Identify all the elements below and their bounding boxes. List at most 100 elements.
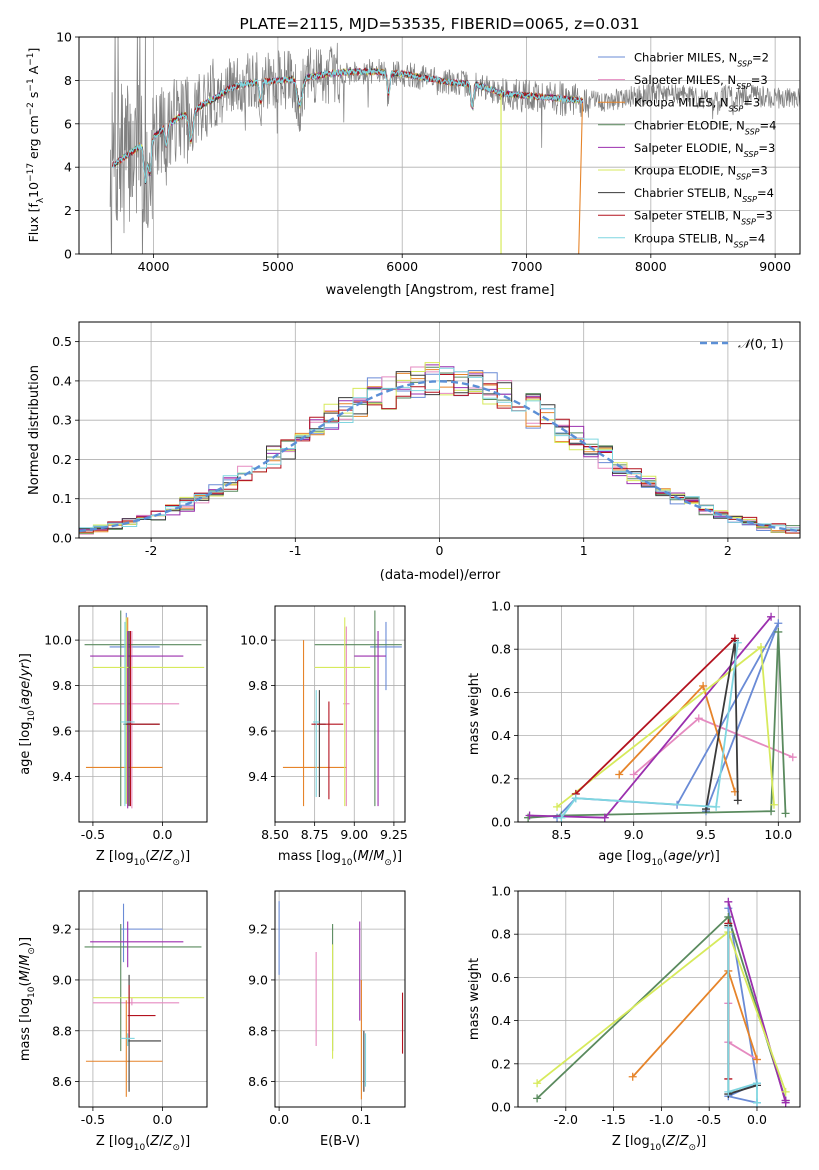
weight-marker [781,1087,790,1096]
axes-frame [274,890,406,1108]
weight-marker [553,802,562,811]
x-tick-label: -1 [289,543,301,558]
weight-marker [629,770,638,779]
axes-frame [78,605,208,823]
y-tick-label: 1.0 [491,884,511,899]
axes-frame [274,605,406,823]
y-tick-label: 9.6 [248,724,268,739]
weight-marker [774,627,783,636]
axis-label: (data-model)/error [380,568,501,583]
weight-marker [756,643,765,652]
normal-curve [79,380,800,533]
x-tick-label: 8.75 [301,827,329,842]
gridlines [518,890,800,1108]
legend-entry: Kroupa ELODIE, NSSP=3 [634,164,768,182]
weight-line-chabrier-elodie [528,631,787,819]
x-tick-label: 8.5 [551,827,571,842]
y-tick-label: 0.4 [52,373,72,388]
axes-frame [517,890,801,1108]
x-tick-label: 2 [724,543,732,558]
y-tick-label: 8.6 [52,1074,72,1089]
plot-area [533,897,790,1107]
y-tick-label: 8 [64,73,72,88]
x-tick-label: -0.5 [81,827,105,842]
axes-weight-vs-age: 8.5 9.0 9.5 10.0 0.0 0.2 0.4 0.6 0.8 1.0 age [log1… [467,599,801,868]
weight-marker [752,1055,761,1064]
legend-entry: Chabrier STELIB, NSSP=4 [634,186,774,204]
plot-area [282,610,402,807]
y-tick-label: 8.8 [52,1023,72,1038]
x-tick-label: 9.00 [340,827,368,842]
weight-marker [724,1087,733,1096]
y-tick-label: 0.6 [491,970,511,985]
y-tick-label: 9.0 [52,972,72,987]
axes-frame [78,890,208,1108]
data-spectrum-line [109,37,800,254]
plot-area [84,903,205,1097]
y-tick-label: 4 [64,160,72,175]
axis-label: mass weight [467,958,482,1040]
y-tick-label: 8.8 [248,1023,268,1038]
weight-marker [525,811,534,820]
axis-label: E(B-V) [320,1134,360,1149]
weight-line-kroupa-elodie [556,645,775,808]
weight-marker [730,634,739,643]
weight-line-salpeter-stelib [575,637,736,795]
x-tick-label: 0 [436,543,444,558]
y-tick-label: 1.0 [491,599,511,614]
plot-area [84,610,205,809]
x-tick-label: 9.5 [696,827,716,842]
axis-label: 𝒩(0, 1) [738,336,784,351]
axes-weight-vs-Z: -2.0 -1.5 -1.0 -0.5 0.0 0.0 0.2 0.4 0.6 0.8 1.0 Z [… [467,884,801,1153]
y-tick-label: 9.2 [52,922,72,937]
weight-marker [769,800,778,809]
weight-marker [781,809,790,818]
x-tick-label: 7000 [511,259,543,274]
x-tick-label: 1 [580,543,588,558]
axes-frame [78,36,801,255]
weight-marker [733,638,742,647]
y-tick-label: 10.0 [240,633,268,648]
axes-age-vs-Z: -0.5 0.0 9.4 9.6 9.8 10.0 Z [log10(Z/Z⊙)] age [… [18,605,208,868]
y-tick-label: 0.2 [52,452,72,467]
axis-label: mass weight [467,673,482,755]
y-tick-label: 9.6 [52,724,72,739]
legend-entry: Kroupa MILES, NSSP=3 [634,96,760,114]
y-tick-label: 0.0 [52,531,72,546]
y-tick-label: 0.4 [491,1013,511,1028]
weight-line-kroupa-miles [632,969,758,1078]
weight-marker [781,1096,790,1105]
weight-line-kroupa-stelib [727,927,758,1103]
axes-frame [517,605,801,823]
x-tick-label: 9.0 [624,827,644,842]
axis-label: age [log10(age/yr)] [598,849,720,868]
x-tick-label: 9.25 [380,827,408,842]
axis-label: Normed distribution [27,365,42,495]
gridlines [275,891,405,1107]
axes-age-vs-mass: 8.50 8.75 9.00 9.25 9.4 9.6 9.8 10.0 mass [log10… [240,605,408,868]
axis-label: mass [log10(M/M⊙)] [278,849,402,868]
legend-entry: Chabrier ELODIE, NSSP=4 [634,118,776,136]
x-tick-label: 8.50 [261,827,289,842]
axes-mass-vs-ebv: 0.0 0.1 8.6 8.8 9.0 9.2 E(B-V) [248,890,406,1149]
weight-marker [699,681,708,690]
y-tick-label: 0.2 [491,1056,511,1071]
axis-label: Z [log10(Z/Z⊙)] [612,1134,706,1153]
x-tick-label: 6000 [386,259,418,274]
legend: Chabrier MILES, NSSP=2 Salpeter MILES, NS… [598,51,776,249]
y-tick-label: 0 [64,247,72,262]
plot-area [109,37,800,254]
weight-marker [615,770,624,779]
weight-marker [767,612,776,621]
weight-marker [571,794,580,803]
legend-entry: Salpeter STELIB, NSSP=3 [634,209,773,227]
y-tick-label: 0.8 [491,642,511,657]
axes-frame [78,321,801,539]
y-tick-label: 0.2 [491,771,511,786]
y-tick-label: 10.0 [44,633,72,648]
y-tick-label: 0.8 [491,927,511,942]
x-tick-label: 4000 [138,259,170,274]
x-tick-label: 0.0 [747,1112,767,1127]
x-tick-label: 9000 [759,259,791,274]
axis-label: mass [log10(M/M⊙)] [18,937,37,1061]
